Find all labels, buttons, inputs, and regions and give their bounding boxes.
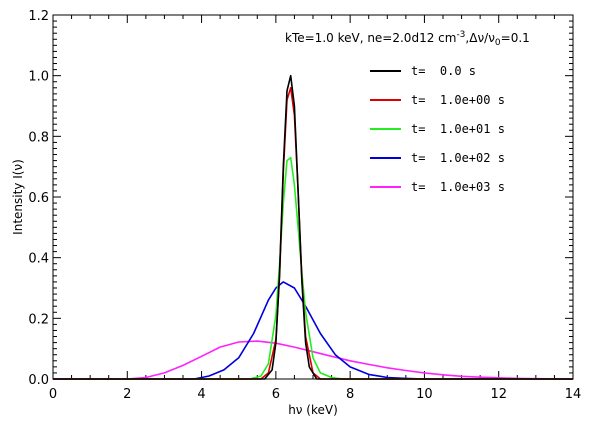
legend-label-1: t= 0.0 s — [411, 64, 476, 78]
y-tick-label: 0.8 — [28, 130, 49, 145]
y-tick-label: 1.0 — [28, 70, 49, 85]
series-line-2 — [53, 87, 573, 380]
series-line-4 — [53, 281, 573, 380]
x-tick-label: 12 — [490, 387, 507, 402]
series-line-3 — [53, 156, 573, 380]
y-tick-label: 0.4 — [28, 252, 49, 267]
x-tick-label: 2 — [123, 387, 131, 402]
series-line-1 — [53, 74, 573, 380]
y-tick-label: 0.2 — [28, 312, 49, 327]
y-axis-label: Intensity I(ν) — [11, 159, 25, 235]
plot-frame — [52, 14, 574, 380]
x-tick-label: 0 — [49, 387, 57, 402]
chart-annotation: kTe=1.0 keV, ne=2.0d12 cm-3,Δν/ν0=0.1 — [285, 30, 530, 48]
y-tick-label: 1.2 — [28, 9, 49, 24]
legend-label-4: t= 1.0e+02 s — [411, 151, 505, 165]
legend-label-3: t= 1.0e+01 s — [411, 122, 505, 136]
x-tick-label: 14 — [565, 387, 582, 402]
y-tick-label: 0.6 — [28, 191, 49, 206]
x-tick-label: 8 — [346, 387, 354, 402]
legend-label-2: t= 1.0e+00 s — [411, 93, 505, 107]
legend-label-5: t= 1.0e+03 s — [411, 180, 505, 194]
series-line-5 — [53, 340, 574, 380]
y-tick-label: 0.0 — [28, 373, 49, 388]
x-tick-label: 10 — [416, 387, 433, 402]
x-axis-label: hν (keV) — [288, 403, 338, 417]
x-tick-label: 4 — [197, 387, 205, 402]
x-tick-label: 6 — [272, 387, 280, 402]
